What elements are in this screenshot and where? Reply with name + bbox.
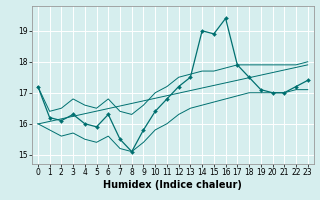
- X-axis label: Humidex (Indice chaleur): Humidex (Indice chaleur): [103, 180, 242, 190]
